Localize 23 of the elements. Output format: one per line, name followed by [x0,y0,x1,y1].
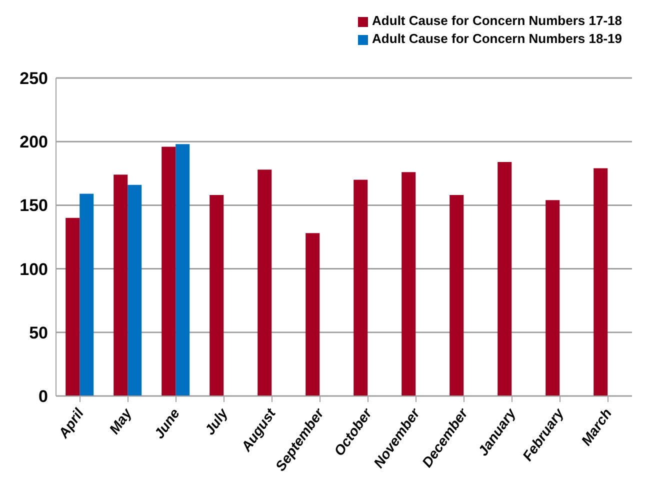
bar [258,170,272,396]
bar [176,144,190,396]
bar [66,218,80,396]
bar [402,172,416,396]
bar [498,162,512,396]
legend-label: Adult Cause for Concern Numbers 18-19 [372,31,622,46]
y-tick-label: 100 [20,260,48,279]
bar [128,184,142,396]
y-tick-label: 50 [29,323,48,342]
bar [210,195,224,396]
legend-label: Adult Cause for Concern Numbers 17-18 [372,13,622,28]
bar [546,200,560,396]
y-tick-label: 250 [20,69,48,88]
bar [450,195,464,396]
y-tick-label: 200 [20,132,48,152]
bar [354,180,368,396]
y-tick-label: 150 [20,196,48,216]
bar [80,194,94,396]
bar [162,146,176,396]
bar [594,168,608,396]
y-tick-label: 0 [38,387,48,406]
bar [306,233,320,396]
bar [114,174,128,396]
